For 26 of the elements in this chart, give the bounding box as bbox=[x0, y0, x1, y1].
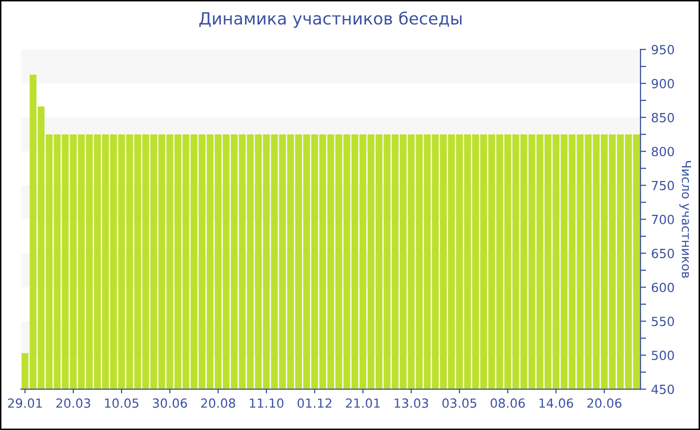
y-tick-label: 600 bbox=[652, 282, 674, 292]
x-tick-label: 20.08 bbox=[201, 398, 236, 408]
x-tick-label: 20.03 bbox=[56, 398, 90, 408]
y-tick-label: 500 bbox=[652, 350, 674, 360]
y-tick-label: 650 bbox=[652, 248, 674, 258]
x-tick-label: 01.12 bbox=[298, 398, 332, 408]
x-tick-label: 11.10 bbox=[250, 398, 284, 408]
x-tick-label: 13.03 bbox=[394, 398, 428, 408]
y-tick-label: 550 bbox=[652, 316, 674, 326]
y-tick-label: 950 bbox=[652, 44, 674, 54]
x-tick-label: 20.06 bbox=[587, 398, 622, 408]
y-tick-label: 900 bbox=[652, 78, 674, 88]
y-tick-label: 750 bbox=[652, 180, 674, 190]
x-tick-label: 14.06 bbox=[540, 398, 574, 408]
x-tick-label: 29.01 bbox=[8, 398, 42, 408]
x-tick-label: 10.05 bbox=[105, 398, 138, 408]
x-tick-label: 08.06 bbox=[490, 398, 525, 408]
x-tick-label: 21.01 bbox=[346, 398, 380, 408]
y-tick-label: 700 bbox=[652, 214, 674, 224]
y-axis-title: Число участников bbox=[679, 161, 692, 278]
y-tick-label: 450 bbox=[652, 384, 674, 394]
x-tick-label: 03.05 bbox=[442, 398, 476, 408]
y-tick-label: 850 bbox=[652, 112, 674, 122]
y-tick-label: 800 bbox=[652, 146, 674, 156]
x-tick-label: 30.06 bbox=[152, 398, 187, 408]
chart-title: Динамика участников беседы bbox=[199, 12, 462, 28]
